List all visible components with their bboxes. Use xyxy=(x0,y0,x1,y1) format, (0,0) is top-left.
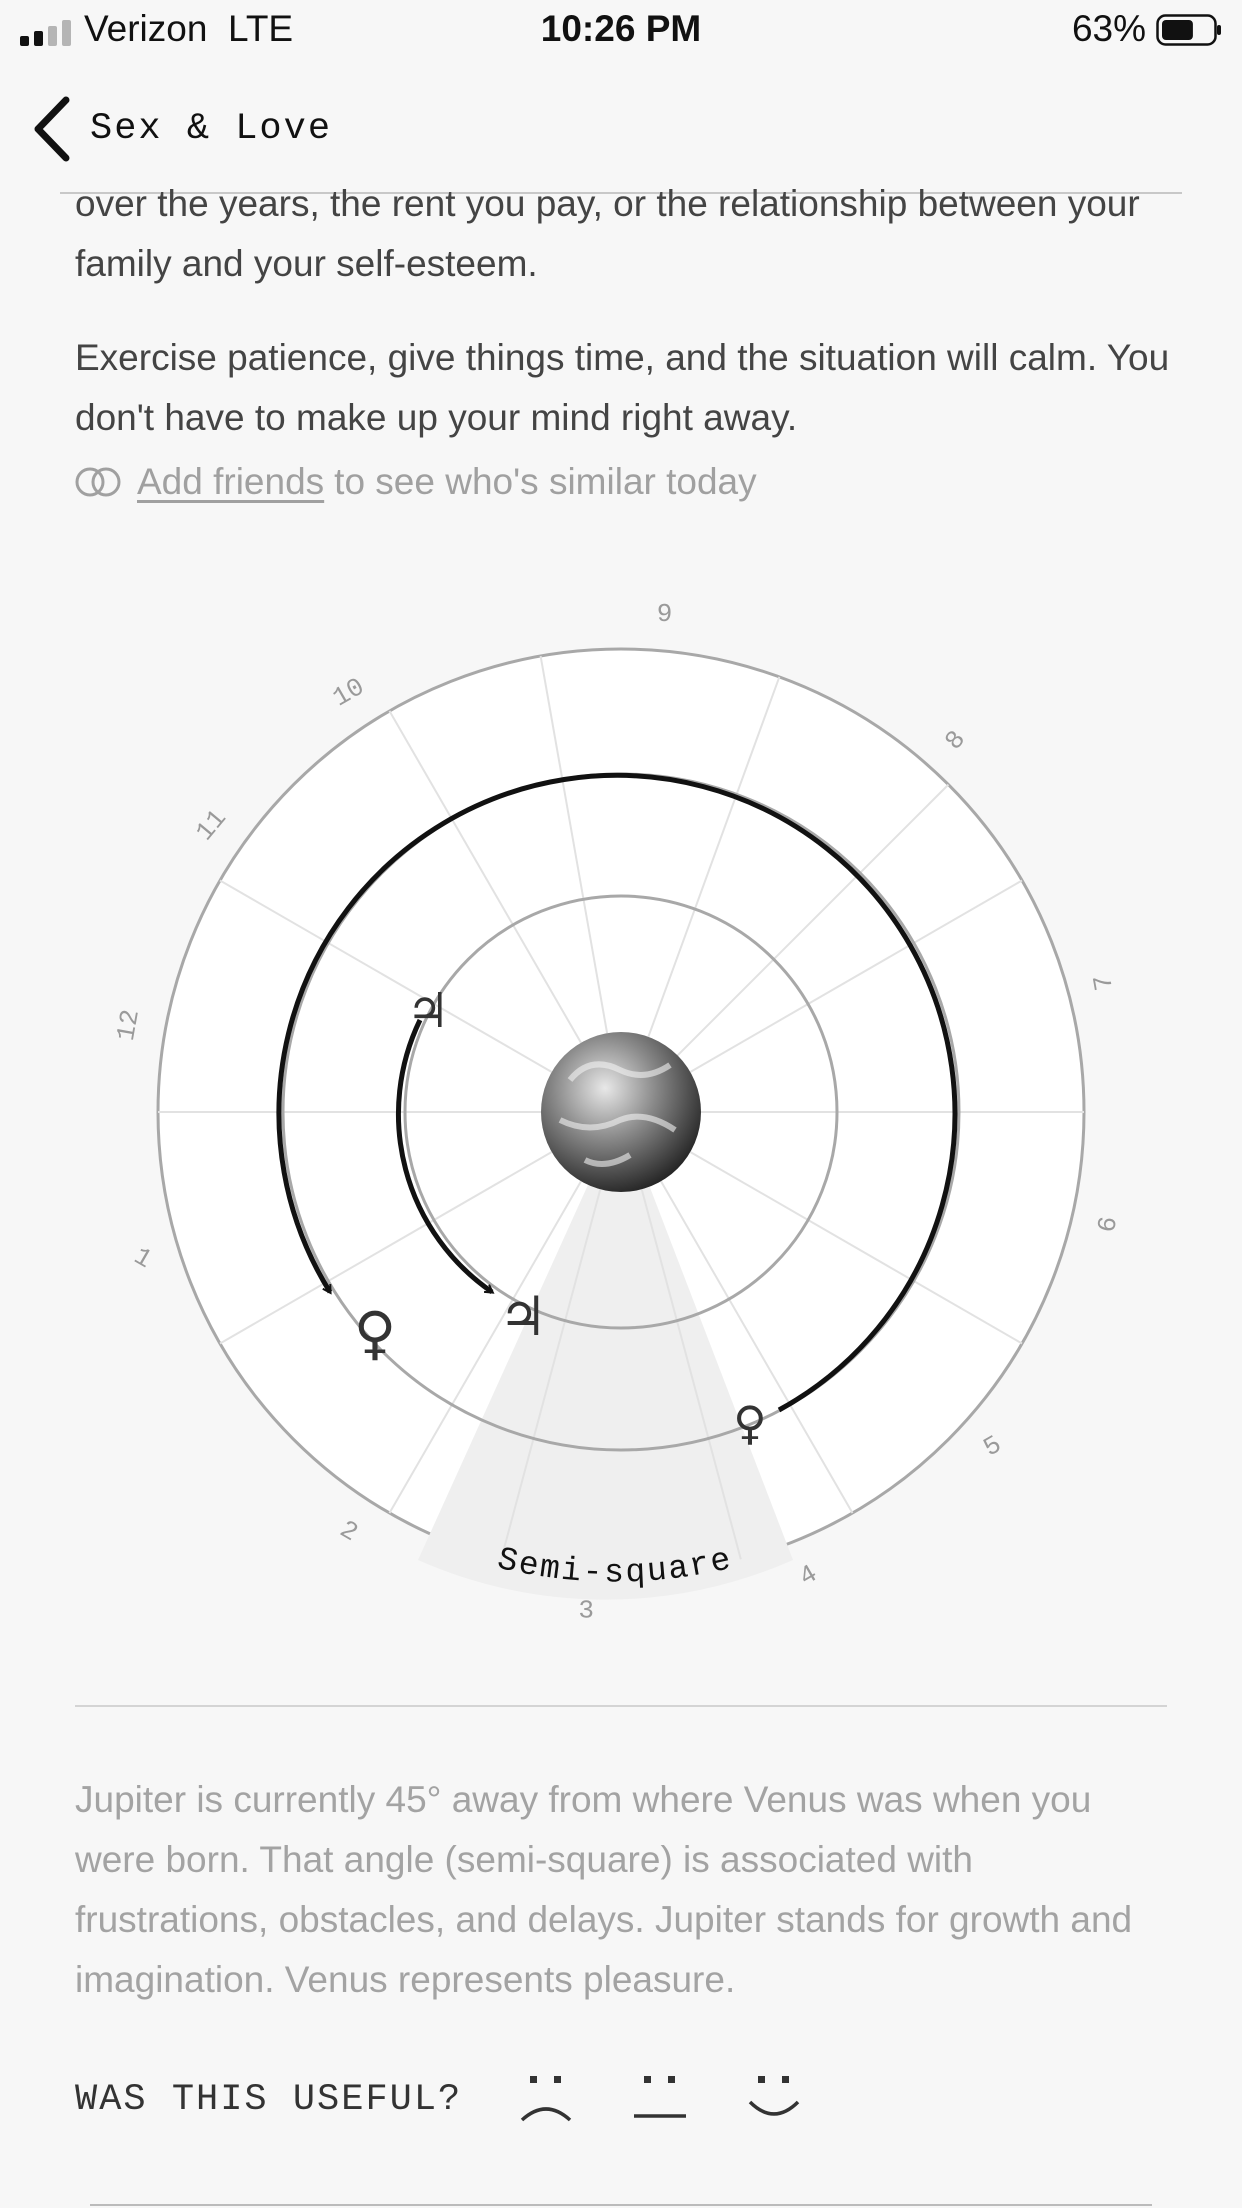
neutral-face-icon[interactable] xyxy=(630,2072,690,2128)
feedback-label: WAS THIS USEFUL? xyxy=(75,2079,463,2121)
house-spoke xyxy=(676,783,950,1057)
house-spoke xyxy=(500,1189,602,1560)
house-spoke xyxy=(689,1151,1023,1345)
house-number-10: 10 xyxy=(328,672,370,714)
house-spoke xyxy=(219,1151,553,1345)
planet-glyph-transit-venus: ♀ xyxy=(354,1299,396,1367)
house-spoke xyxy=(689,879,1023,1073)
house-number-2: 2 xyxy=(334,1514,363,1548)
house-spoke xyxy=(388,710,582,1044)
aspect-wedge xyxy=(418,1112,793,1600)
planet-glyph-natal-venus: ♀ xyxy=(733,1396,767,1450)
clock: 10:26 PM xyxy=(540,8,702,49)
add-friends-link[interactable]: Add friends xyxy=(137,461,325,502)
add-friends-suffix: to see who's similar today xyxy=(334,461,757,502)
battery-icon xyxy=(1156,14,1221,46)
planet-glyph-natal-jupiter: ♃ xyxy=(499,1285,547,1348)
house-spoke xyxy=(388,1180,582,1514)
house-number-7: 7 xyxy=(1088,972,1120,993)
house-number-6: 6 xyxy=(1092,1214,1124,1235)
status-bar: Verizon LTE 10:26 PM 63% xyxy=(0,0,1242,62)
add-friends-row: Add friends to see who's similar today xyxy=(75,460,757,504)
signal-strength-icon xyxy=(20,20,71,46)
house-number-3: 3 xyxy=(578,1596,594,1626)
aspect-explanation: Jupiter is currently 45° away from where… xyxy=(75,1779,1133,2000)
house-number-8: 8 xyxy=(939,725,972,756)
house-spoke xyxy=(539,655,609,1034)
sad-face-icon[interactable] xyxy=(516,2072,576,2128)
section-divider xyxy=(75,1705,1167,1707)
house-number-4: 4 xyxy=(794,1559,823,1593)
earth-icon xyxy=(541,1032,701,1192)
horoscope-paragraph-1: over the years, the rent you pay, or the… xyxy=(75,183,1140,284)
nav-bar: Sex & Love xyxy=(0,70,1242,190)
house-spoke xyxy=(640,1189,742,1560)
house-spoke xyxy=(660,1180,854,1514)
house-number-11: 11 xyxy=(190,804,233,847)
happy-face-icon[interactable] xyxy=(744,2072,804,2128)
house-spokes xyxy=(158,655,1084,1560)
nav-divider xyxy=(60,192,1182,194)
venus-arc xyxy=(276,772,958,1413)
wheel-inner-ring xyxy=(403,894,839,1330)
house-spoke xyxy=(219,879,553,1073)
back-button[interactable]: Sex & Love xyxy=(30,94,332,164)
chevron-left-icon xyxy=(34,96,70,162)
interlocking-rings-icon xyxy=(75,467,121,497)
carrier-label: Verizon LTE xyxy=(84,8,294,49)
house-number-9: 9 xyxy=(657,599,673,629)
jupiter-arc xyxy=(395,1018,495,1295)
feedback-row: WAS THIS USEFUL? xyxy=(75,2070,858,2130)
planet-glyph-transit-jupiter: ♃ xyxy=(406,983,449,1039)
house-number-5: 5 xyxy=(978,1430,1007,1464)
house-spoke xyxy=(647,676,781,1038)
horoscope-paragraph-2: Exercise patience, give things time, and… xyxy=(75,337,1170,438)
back-label: Sex & Love xyxy=(90,108,333,150)
house-number-12: 12 xyxy=(111,1007,146,1043)
bottom-divider xyxy=(90,2204,1152,2206)
battery-percent: 63% xyxy=(1071,8,1146,49)
transit-chart: ♀ ♀ ♃ ♃ Semi-square 1 2 3 4 5 6 7 8 9 10 11 12 xyxy=(0,560,1242,1640)
house-number-1: 1 xyxy=(129,1241,158,1275)
